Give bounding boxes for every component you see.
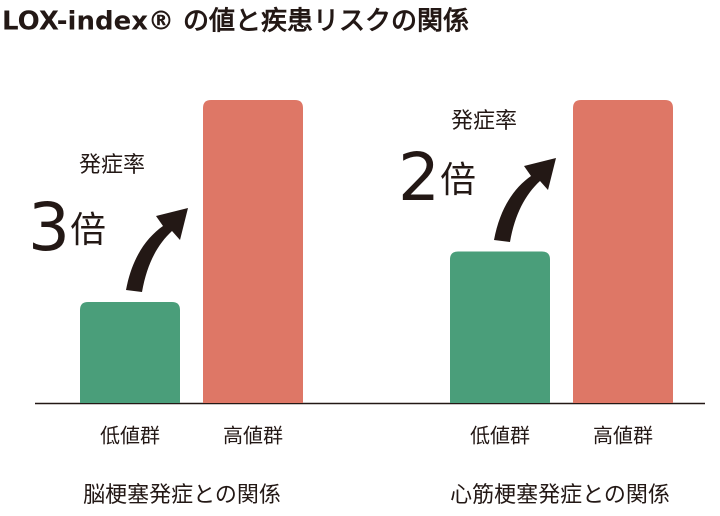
annotation: 発症率	[79, 153, 145, 178]
chart-caption: 心筋梗塞発症との関係	[450, 483, 670, 508]
chart-caption: 脳梗塞発症との関係	[83, 483, 281, 508]
bar	[203, 100, 303, 403]
arrow	[126, 208, 188, 292]
bar	[80, 302, 180, 403]
multiplier-unit: 倍	[440, 160, 476, 201]
multiplier-number: 2	[398, 139, 440, 216]
page-title: LOX-index® の値と疾患リスクの関係	[2, 6, 469, 37]
multiplier: 3倍	[28, 189, 106, 266]
bar	[450, 251, 550, 403]
annotation: 発症率	[451, 109, 517, 134]
arrow	[494, 158, 556, 242]
multiplier-number: 3	[28, 189, 70, 266]
multiplier: 2倍	[398, 139, 476, 216]
x-tick-label: 低値群	[470, 424, 530, 448]
x-tick-label: 高値群	[223, 424, 283, 448]
x-tick-label: 高値群	[593, 424, 653, 448]
multiplier-unit: 倍	[70, 210, 106, 251]
bar	[573, 100, 673, 403]
x-tick-label: 低値群	[100, 424, 160, 448]
